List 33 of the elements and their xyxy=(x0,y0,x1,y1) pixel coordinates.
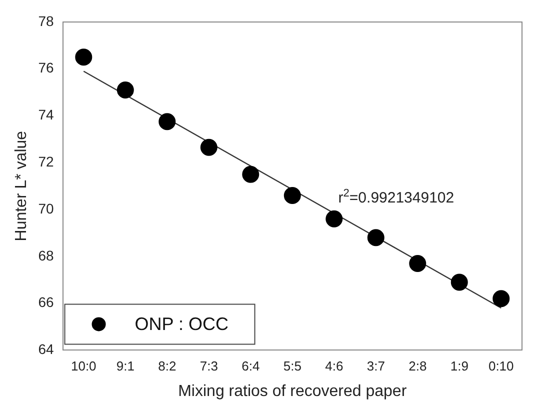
y-tick-label: 68 xyxy=(38,247,54,264)
x-tick-label: 10:0 xyxy=(70,358,96,374)
point xyxy=(242,166,260,183)
point xyxy=(158,113,176,130)
point xyxy=(409,254,426,272)
y-tick-label: 72 xyxy=(38,154,54,170)
point xyxy=(75,48,92,66)
y-axis-title: Hunter L* value xyxy=(13,130,30,242)
x-tick-label: 1:9 xyxy=(450,358,468,374)
x-tick-label: 8:2 xyxy=(158,358,176,374)
x-tick-label: 9:1 xyxy=(116,358,134,374)
point xyxy=(326,210,343,228)
y-tick-label: 74 xyxy=(38,106,54,123)
x-tick-label: 5:5 xyxy=(283,358,302,374)
x-tick-label: 4:6 xyxy=(325,358,344,374)
y-tick-label: 70 xyxy=(38,200,54,216)
y-tick-label: 76 xyxy=(38,60,54,76)
point xyxy=(367,229,384,246)
x-tick-label: 2:8 xyxy=(408,358,427,374)
point xyxy=(492,290,510,308)
point xyxy=(116,81,134,98)
y-tick-label: 64 xyxy=(38,341,54,358)
x-tick-label: 3:7 xyxy=(366,358,385,374)
point xyxy=(200,138,218,156)
x-tick-label: 0:10 xyxy=(488,358,514,374)
x-tick-label: 6:4 xyxy=(242,358,260,374)
y-tick-label: 66 xyxy=(38,294,54,310)
x-axis-title: Mixing ratios of recovered paper xyxy=(178,382,408,400)
y-tick-label: 78 xyxy=(38,12,54,29)
point xyxy=(450,274,468,291)
point xyxy=(284,186,301,204)
legend-label: ONP : OCC xyxy=(134,314,228,334)
x-tick-label: 7:3 xyxy=(200,358,218,374)
